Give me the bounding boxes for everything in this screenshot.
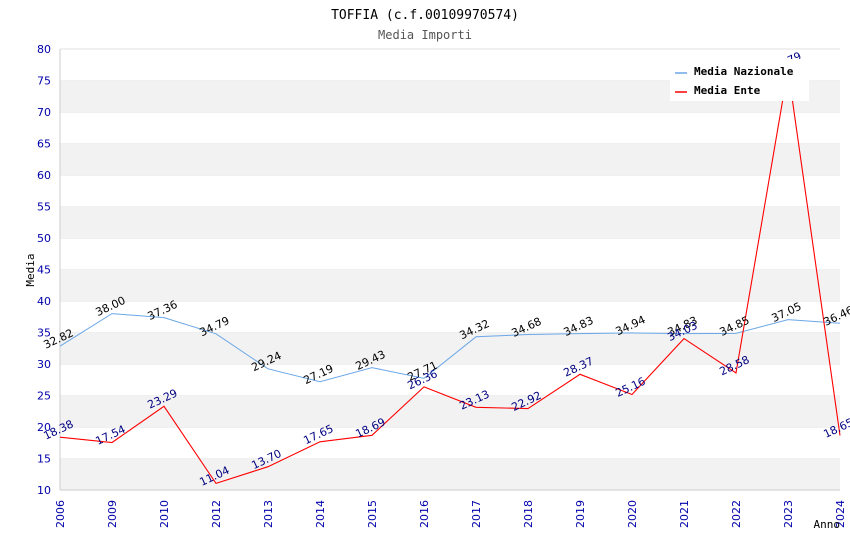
x-tick-label: 2013	[262, 500, 275, 528]
y-tick-label: 35	[37, 327, 51, 340]
x-axis-label: Anno	[814, 518, 841, 531]
grid-band	[60, 332, 840, 364]
y-tick-label: 70	[37, 106, 51, 119]
y-tick-label: 30	[37, 358, 51, 371]
x-tick-label: 2012	[210, 500, 223, 528]
y-tick-label: 55	[37, 201, 51, 214]
y-axis-label: Media	[24, 253, 37, 286]
series-line-media-ente	[59, 69, 841, 485]
grid-band	[60, 143, 840, 175]
grid-band	[60, 112, 840, 144]
y-tick-label: 60	[37, 169, 51, 182]
grid-band	[60, 301, 840, 333]
x-tick-label: 2024	[834, 500, 847, 528]
series-line-media-nazionale	[59, 313, 841, 383]
y-tick-label: 65	[37, 138, 51, 151]
y-tick-label: 80	[37, 43, 51, 56]
grid-band	[60, 427, 840, 459]
x-tick-label: 2018	[522, 500, 535, 528]
grid-band	[60, 238, 840, 270]
chart-title: TOFFIA (c.f.00109970574)	[331, 8, 519, 23]
legend-box	[670, 59, 809, 101]
legend-label-media-nazionale: Media Nazionale	[694, 65, 794, 78]
x-tick-label: 2014	[314, 500, 327, 528]
y-tick-label: 15	[37, 453, 51, 466]
x-tick-label: 2017	[470, 500, 483, 528]
grid-band	[60, 458, 840, 490]
y-tick-label: 45	[37, 264, 51, 277]
y-tick-label: 25	[37, 390, 51, 403]
x-tick-label: 2009	[106, 500, 119, 528]
axes	[59, 49, 840, 491]
series-lines	[59, 69, 841, 485]
x-tick-label: 2020	[626, 500, 639, 528]
x-tick-labels: 2006 2009 2010 2012 2013 2014 2015 2016 2017 2018…	[54, 500, 847, 528]
y-tick-label: 10	[37, 484, 51, 497]
grid-bands	[60, 48, 840, 490]
x-tick-label: 2015	[366, 500, 379, 528]
grid-band	[60, 395, 840, 427]
x-tick-label: 2021	[678, 500, 691, 528]
x-tick-label: 2016	[418, 500, 431, 528]
y-tick-label: 75	[37, 75, 51, 88]
grid-band	[60, 206, 840, 238]
legend-label-media-ente: Media Ente	[694, 84, 761, 97]
legend: Media Nazionale Media Ente	[670, 59, 809, 101]
grid-band	[60, 364, 840, 396]
x-tick-label: 2019	[574, 500, 587, 528]
x-tick-label: 2006	[54, 500, 67, 528]
y-tick-label: 20	[37, 421, 51, 434]
grid-band	[60, 175, 840, 207]
x-tick-label: 2023	[782, 500, 795, 528]
grid-band	[60, 269, 840, 301]
y-tick-labels: 10 15 20 25 30 35 40 45 50 55 60 65 70 75 80	[37, 43, 51, 497]
chart-subtitle: Media Importi	[378, 28, 472, 42]
x-tick-label: 2010	[158, 500, 171, 528]
y-tick-label: 40	[37, 295, 51, 308]
x-tick-label: 2022	[730, 500, 743, 528]
y-tick-label: 50	[37, 232, 51, 245]
